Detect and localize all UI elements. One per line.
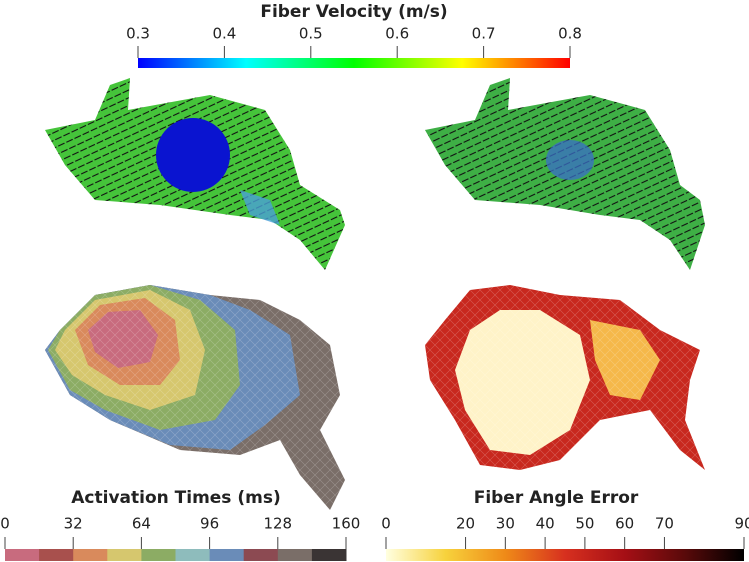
heart-velocity-lv: [45, 78, 345, 270]
colorbar-bin: [107, 549, 142, 561]
colorbar-bin: [209, 549, 245, 561]
colorbar-tick-label: 128: [263, 515, 292, 533]
heart-activation: [40, 285, 345, 510]
colorbar-tick-label: 70: [655, 515, 674, 533]
colorbar-tick-label: 0.7: [472, 25, 496, 43]
colorbar-tick-label: 0: [381, 515, 391, 533]
colorbar-bin: [277, 549, 313, 561]
heart-velocity-fit: [425, 78, 705, 270]
colorbar-tick-label: 0.5: [299, 25, 323, 43]
colorbar-tick-label: 0.6: [385, 25, 409, 43]
colorbar-bin: [311, 549, 347, 561]
colorbar-tick-label: 64: [132, 515, 151, 533]
heart-angle-error: [425, 285, 705, 475]
colorbar-tick-label: 50: [575, 515, 594, 533]
colorbar-tick-label: 32: [64, 515, 83, 533]
colorbar-tick-label: 60: [615, 515, 634, 533]
colorbar-title: Activation Times (ms): [71, 488, 280, 508]
colorbar-bin: [141, 549, 176, 561]
colorbar-title: Fiber Angle Error: [474, 488, 639, 508]
colorbar: [138, 58, 570, 68]
colorbar-bin: [39, 549, 74, 561]
colorbar-bin: [243, 549, 279, 561]
colorbar-tick-label: 160: [332, 515, 361, 533]
colorbar-tick-label: 0.8: [558, 25, 582, 43]
colorbar-tick-label: 0: [0, 515, 10, 533]
colorbar-title: Fiber Velocity (m/s): [260, 2, 447, 22]
colorbar-tick-label: 30: [496, 515, 515, 533]
colorbar-tick-label: 0.3: [126, 25, 150, 43]
colorbar: [386, 549, 744, 561]
colorbar-bin: [73, 549, 108, 561]
colorbar-tick-label: 0.4: [212, 25, 236, 43]
colorbar-tick-label: 40: [536, 515, 555, 533]
colorbar-tick-label: 96: [200, 515, 219, 533]
colorbar-bin: [175, 549, 211, 561]
colorbar-tick-label: 90: [734, 515, 749, 533]
colorbar-tick-label: 20: [456, 515, 475, 533]
colorbar-bin: [5, 549, 40, 561]
